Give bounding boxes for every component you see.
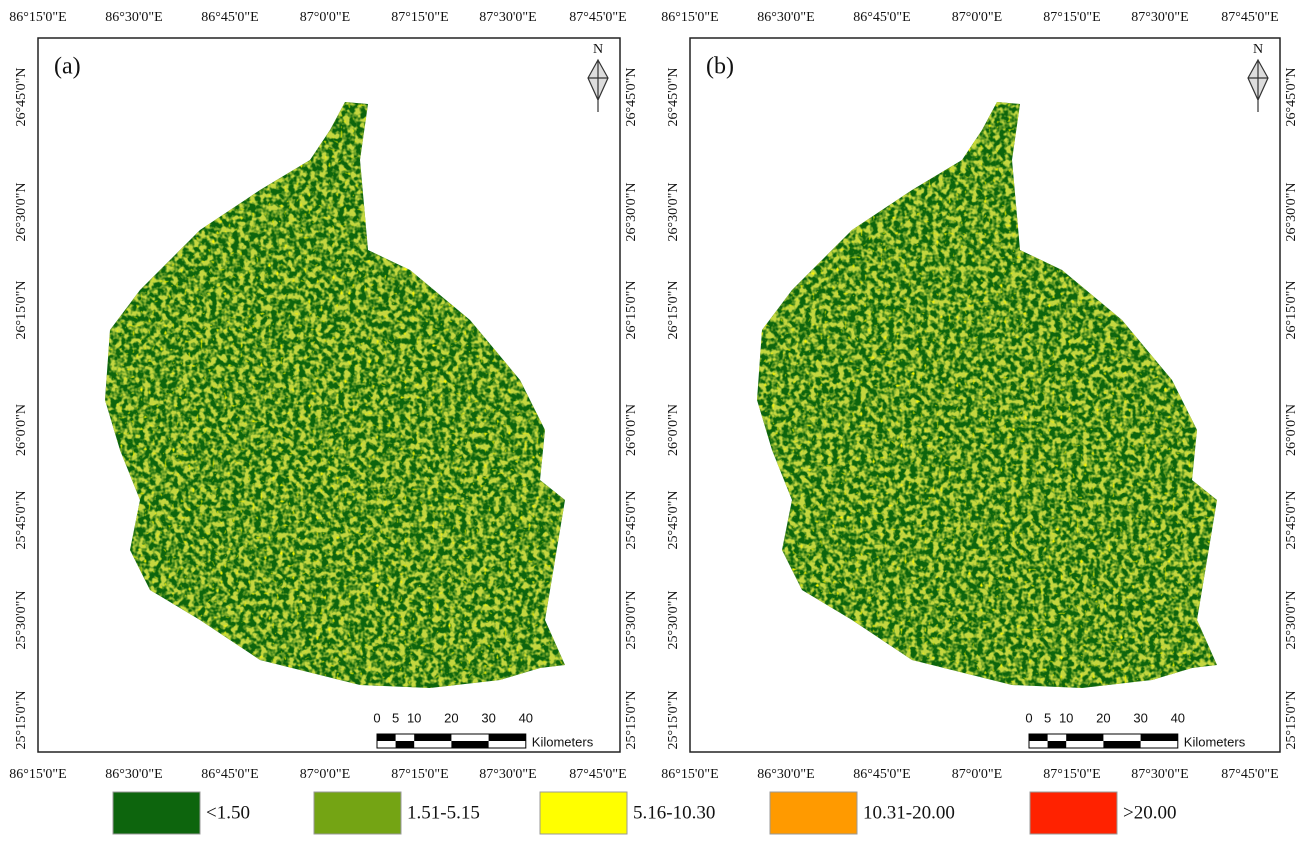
legend-label: <1.50 [206, 802, 250, 823]
scale-tick-label: 5 [392, 710, 399, 725]
north-label: N [593, 42, 603, 57]
longitude-label: 87°0'0"E [952, 767, 1002, 782]
latitude-label: 25°30'0"N [14, 591, 29, 650]
legend-label: 1.51-5.15 [407, 802, 480, 823]
scale-unit: Kilometers [532, 734, 594, 749]
scale-tick-label: 30 [1133, 710, 1147, 725]
latitude-label: 25°15'0"N [666, 691, 681, 750]
longitude-label: 86°45'0"E [201, 767, 258, 782]
scale-tick-label: 10 [407, 710, 421, 725]
legend-swatch [112, 791, 201, 835]
scale-tick-label: 40 [1171, 710, 1185, 725]
longitude-label: 87°0'0"E [300, 10, 350, 25]
longitude-label: 87°30'0"E [479, 767, 536, 782]
scale-tick-label: 10 [1059, 710, 1073, 725]
latitude-label: 26°15'0"N [14, 281, 29, 340]
latitude-label: 25°30'0"N [1284, 591, 1299, 650]
longitude-label: 87°45'0"E [1221, 767, 1278, 782]
latitude-label: 26°0'0"N [1284, 404, 1299, 456]
longitude-label: 87°45'0"E [1221, 10, 1278, 25]
latitude-label: 25°45'0"N [624, 491, 639, 550]
latitude-label: 26°30'0"N [14, 183, 29, 242]
scale-segment [1029, 734, 1048, 741]
latitude-label: 26°30'0"N [666, 183, 681, 242]
scale-segment [1140, 734, 1178, 741]
scale-segment [488, 734, 526, 741]
scale-tick-label: 0 [1025, 710, 1032, 725]
latitude-label: 25°45'0"N [14, 491, 29, 550]
latitude-label: 25°45'0"N [666, 491, 681, 550]
longitude-label: 87°15'0"E [391, 10, 448, 25]
legend-swatch [1029, 791, 1118, 835]
panel-label: (b) [706, 54, 734, 80]
longitude-label: 86°15'0"E [9, 10, 66, 25]
scale-segment [414, 734, 452, 741]
longitude-label: 87°0'0"E [952, 10, 1002, 25]
longitude-label: 87°30'0"E [1131, 767, 1188, 782]
longitude-label: 86°45'0"E [853, 10, 910, 25]
scale-tick-label: 30 [481, 710, 495, 725]
legend-swatch [769, 791, 858, 835]
longitude-label: 86°30'0"E [105, 767, 162, 782]
longitude-label: 86°15'0"E [661, 767, 718, 782]
longitude-label: 87°45'0"E [569, 10, 626, 25]
longitude-label: 86°45'0"E [853, 767, 910, 782]
latitude-label: 25°30'0"N [624, 591, 639, 650]
north-arrow [587, 58, 609, 112]
longitude-label: 87°30'0"E [1131, 10, 1188, 25]
latitude-label: 26°0'0"N [14, 404, 29, 456]
latitude-label: 26°15'0"N [666, 281, 681, 340]
latitude-label: 26°30'0"N [1284, 183, 1299, 242]
latitude-label: 25°30'0"N [666, 591, 681, 650]
longitude-label: 86°45'0"E [201, 10, 258, 25]
latitude-label: 25°15'0"N [1284, 691, 1299, 750]
scale-tick-label: 40 [519, 710, 533, 725]
scale-tick-label: 0 [373, 710, 380, 725]
longitude-label: 86°30'0"E [105, 10, 162, 25]
legend-label: 10.31-20.00 [863, 802, 955, 823]
legend-label: 5.16-10.30 [633, 802, 715, 823]
legend-swatch [313, 791, 402, 835]
latitude-label: 26°45'0"N [14, 68, 29, 127]
latitude-label: 26°30'0"N [624, 183, 639, 242]
legend-swatch [539, 791, 628, 835]
longitude-label: 87°45'0"E [569, 767, 626, 782]
longitude-label: 86°30'0"E [757, 767, 814, 782]
latitude-label: 25°15'0"N [624, 691, 639, 750]
latitude-label: 26°45'0"N [1284, 68, 1299, 127]
legend-label: >20.00 [1123, 802, 1176, 823]
north-label: N [1253, 42, 1263, 57]
scale-tick-label: 20 [1096, 710, 1110, 725]
north-arrow [1247, 58, 1269, 112]
scale-segment [395, 741, 415, 748]
longitude-label: 87°30'0"E [479, 10, 536, 25]
scale-segment [1066, 734, 1104, 741]
latitude-label: 26°45'0"N [624, 68, 639, 127]
scale-segment [1103, 741, 1141, 748]
longitude-label: 86°15'0"E [661, 10, 718, 25]
latitude-label: 26°0'0"N [624, 404, 639, 456]
scale-tick-label: 20 [444, 710, 458, 725]
panel-label: (a) [54, 54, 81, 80]
longitude-label: 87°15'0"E [391, 767, 448, 782]
map-panel: (b) N 86°15'0"E 86°15'0"E 86°30'0"E 86°30'0"E… [661, 10, 1299, 782]
longitude-label: 86°30'0"E [757, 10, 814, 25]
scale-tick-label: 5 [1044, 710, 1051, 725]
scale-segment [1047, 741, 1067, 748]
latitude-label: 25°15'0"N [14, 691, 29, 750]
longitude-label: 86°15'0"E [9, 767, 66, 782]
scale-segment [451, 741, 489, 748]
latitude-label: 26°0'0"N [666, 404, 681, 456]
latitude-label: 26°45'0"N [666, 68, 681, 127]
latitude-label: 25°45'0"N [1284, 491, 1299, 550]
longitude-label: 87°15'0"E [1043, 10, 1100, 25]
longitude-label: 87°15'0"E [1043, 767, 1100, 782]
longitude-label: 87°0'0"E [300, 767, 350, 782]
scale-segment [377, 734, 396, 741]
latitude-label: 26°15'0"N [1284, 281, 1299, 340]
latitude-label: 26°15'0"N [624, 281, 639, 340]
scale-unit: Kilometers [1184, 734, 1246, 749]
map-panel: (a) N 86°15'0"E 86°15'0"E 86°30'0"E 86°30'0"E… [9, 10, 639, 782]
